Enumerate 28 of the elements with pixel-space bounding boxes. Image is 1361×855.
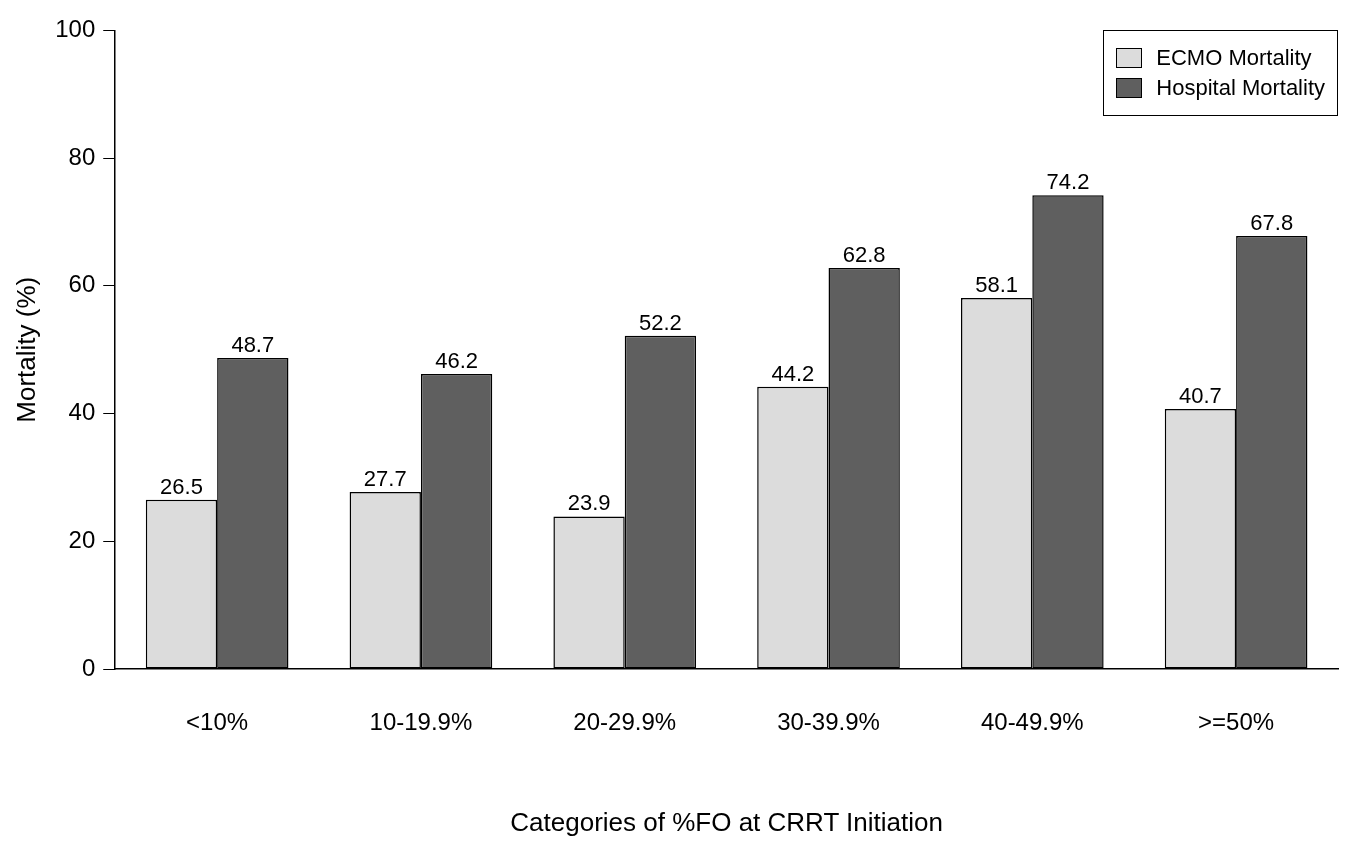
x-axis-title: Categories of %FO at CRRT Initiation	[510, 806, 943, 837]
y-tick-label: 100	[55, 15, 96, 43]
y-tick-label: 0	[81, 653, 96, 681]
data-label: 44.2	[771, 360, 815, 386]
data-label: 62.8	[842, 242, 886, 268]
data-label: 23.9	[567, 490, 611, 516]
data-label: 48.7	[231, 332, 275, 358]
x-tick-label: 30-39.9%	[777, 708, 880, 736]
data-label: 52.2	[638, 309, 682, 335]
data-label: 67.8	[1250, 210, 1294, 236]
x-tick-label: <10%	[186, 708, 249, 736]
y-tick-label: 80	[68, 142, 96, 170]
y-axis-title: Mortality (%)	[10, 276, 41, 423]
x-tick-label: 40-49.9%	[980, 708, 1084, 736]
data-label: 40.7	[1179, 383, 1222, 409]
y-tick-label: 20	[68, 525, 96, 553]
data-label: 26.5	[160, 473, 203, 499]
x-tick-label: >=50%	[1198, 708, 1275, 736]
data-label: 27.7	[363, 466, 407, 492]
legend-label: ECMO Mortality	[1156, 45, 1312, 72]
y-tick-label: 60	[68, 270, 96, 298]
y-tick-label: 40	[68, 398, 96, 426]
data-label: 74.2	[1046, 169, 1090, 195]
x-tick-label: 20-29.9%	[573, 708, 677, 736]
legend-label: Hospital Mortality	[1156, 75, 1325, 102]
data-label: 58.1	[975, 272, 1019, 298]
data-label: 46.2	[435, 348, 479, 374]
x-tick-label: 10-19.9%	[369, 708, 473, 736]
